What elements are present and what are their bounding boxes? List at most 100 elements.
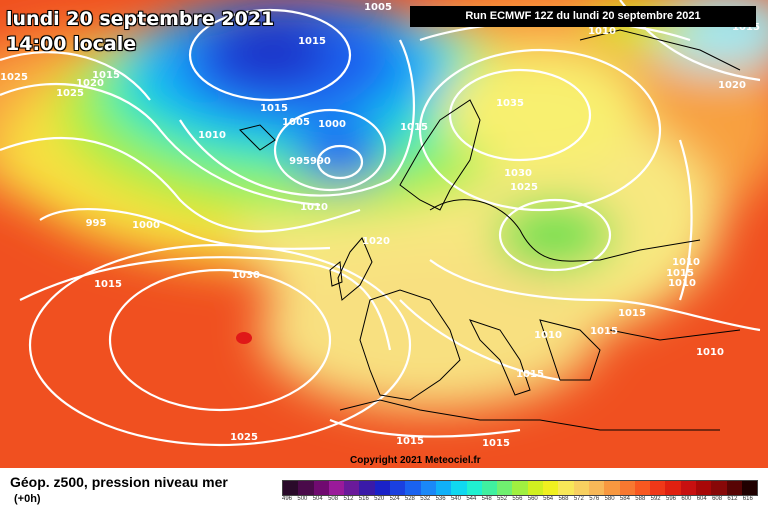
isobar-label: 1015 — [400, 122, 428, 133]
legend-tick-label: 524 — [389, 496, 400, 502]
legend-swatch — [741, 481, 758, 495]
legend-tick-label: 496 — [282, 496, 293, 502]
legend-tick-label: 516 — [358, 496, 369, 502]
isobar-label: 1020 — [76, 78, 104, 89]
isobar-label: 1010 — [668, 278, 696, 289]
isobar-label: 1015 — [396, 436, 424, 447]
weather-map: 1005101010151015101510201025102510201015… — [0, 0, 768, 468]
legend-tick-label: 572 — [573, 496, 584, 502]
legend-swatches — [282, 480, 758, 496]
isobar-label: 1010 — [198, 130, 226, 141]
legend-tick-label: 568 — [558, 496, 569, 502]
model-run-label: Run ECMWF 12Z du lundi 20 septembre 2021 — [410, 6, 756, 27]
legend-swatch — [527, 481, 544, 495]
legend-tick-label: 552 — [497, 496, 508, 502]
isobar-label: 1015 — [516, 369, 544, 380]
legend-tick-label: 584 — [619, 496, 630, 502]
legend-tick-label: 592 — [650, 496, 661, 502]
legend-tick-label: 556 — [512, 496, 523, 502]
isobar-label: 1015 — [732, 22, 760, 33]
legend-swatch — [634, 481, 651, 495]
legend-swatch — [451, 481, 467, 495]
isobar-label: 1030 — [232, 270, 260, 281]
legend-swatch — [604, 481, 620, 495]
isobar-label: 995 — [86, 218, 107, 229]
copyright-text: Copyright 2021 Meteociel.fr — [350, 455, 481, 466]
legend-tick-label: 576 — [589, 496, 600, 502]
legend-swatch — [696, 481, 712, 495]
isobar-label: 1020 — [362, 236, 390, 247]
legend-swatch — [359, 481, 375, 495]
legend-tick-label: 588 — [635, 496, 646, 502]
isobar-label: 1030 — [504, 168, 532, 179]
isobar-label: 1010 — [534, 330, 562, 341]
legend-tick-label: 508 — [328, 496, 339, 502]
legend-tick-label: 612 — [727, 496, 738, 502]
legend-swatch — [298, 481, 314, 495]
legend-tick-label: 540 — [450, 496, 461, 502]
legend-swatch — [390, 481, 406, 495]
isobar-label: 1015 — [666, 268, 694, 279]
isobar-label: 1020 — [718, 80, 746, 91]
isobar-label: 1000 — [132, 220, 160, 231]
legend-swatch — [435, 481, 452, 495]
legend-ticks: 496 500 504 508 512 516 520 524 528 532 536 540 544 5… — [282, 496, 758, 502]
isobar-label: 1000 — [318, 119, 346, 130]
color-scale-legend: 496 500 504 508 512 516 520 524 528 532 536 540 544 5… — [282, 480, 758, 508]
isobar-label: 1015 — [590, 326, 618, 337]
forecast-date: lundi 20 septembre 2021 — [6, 8, 275, 30]
isobar-label: 1015 — [618, 308, 646, 319]
legend-swatch — [481, 481, 498, 495]
legend-swatch — [665, 481, 681, 495]
legend-swatch — [374, 481, 391, 495]
legend-swatch — [344, 481, 360, 495]
legend-tick-label: 528 — [404, 496, 415, 502]
legend-swatch — [543, 481, 559, 495]
isobar-label: 1015 — [94, 279, 122, 290]
legend-tick-label: 544 — [466, 496, 477, 502]
isobar-label: 1015 — [92, 70, 120, 81]
legend-tick-label: 616 — [742, 496, 753, 502]
legend-swatch — [405, 481, 421, 495]
legend-swatch — [726, 481, 742, 495]
isobar-label: 995990 — [289, 156, 331, 167]
isobar-label: 1025 — [0, 72, 28, 83]
legend-tick-label: 580 — [604, 496, 615, 502]
isobar-label: 1025 — [56, 88, 84, 99]
legend-swatch — [680, 481, 697, 495]
isobar-label: 1005 — [364, 2, 392, 13]
legend-swatch — [497, 481, 513, 495]
legend-tick-label: 548 — [481, 496, 492, 502]
legend-swatch — [573, 481, 589, 495]
isobar-label: 1015 — [298, 36, 326, 47]
legend-swatch — [619, 481, 635, 495]
isobar-label: 1005 — [282, 117, 310, 128]
legend-swatch — [420, 481, 436, 495]
isobar-label: 1010 — [672, 257, 700, 268]
legend-tick-label: 564 — [543, 496, 554, 502]
isobar-label: 1010 — [696, 347, 724, 358]
legend-tick-label: 604 — [696, 496, 707, 502]
legend-swatch — [466, 481, 482, 495]
legend-tick-label: 532 — [420, 496, 431, 502]
forecast-offset: (+0h) — [14, 493, 41, 505]
isobar-label: 1015 — [260, 103, 288, 114]
legend-tick-label: 608 — [712, 496, 723, 502]
parameter-title: Géop. z500, pression niveau mer — [10, 474, 228, 490]
legend-swatch — [558, 481, 574, 495]
legend-swatch — [711, 481, 727, 495]
isobar-label: 1025 — [510, 182, 538, 193]
legend-swatch — [650, 481, 666, 495]
isobar-label: 1010 — [588, 26, 616, 37]
legend-swatch — [313, 481, 329, 495]
legend-tick-label: 500 — [297, 496, 308, 502]
legend-swatch — [283, 481, 299, 495]
legend-tick-label: 512 — [343, 496, 354, 502]
isobar-labels: 1005101010151015101510201025102510201015… — [0, 2, 760, 449]
legend-tick-label: 536 — [435, 496, 446, 502]
legend-tick-label: 520 — [374, 496, 385, 502]
legend-swatch — [328, 481, 345, 495]
legend-swatch — [588, 481, 605, 495]
isobar-label: 1010 — [300, 202, 328, 213]
isobar-label: 1015 — [482, 438, 510, 449]
